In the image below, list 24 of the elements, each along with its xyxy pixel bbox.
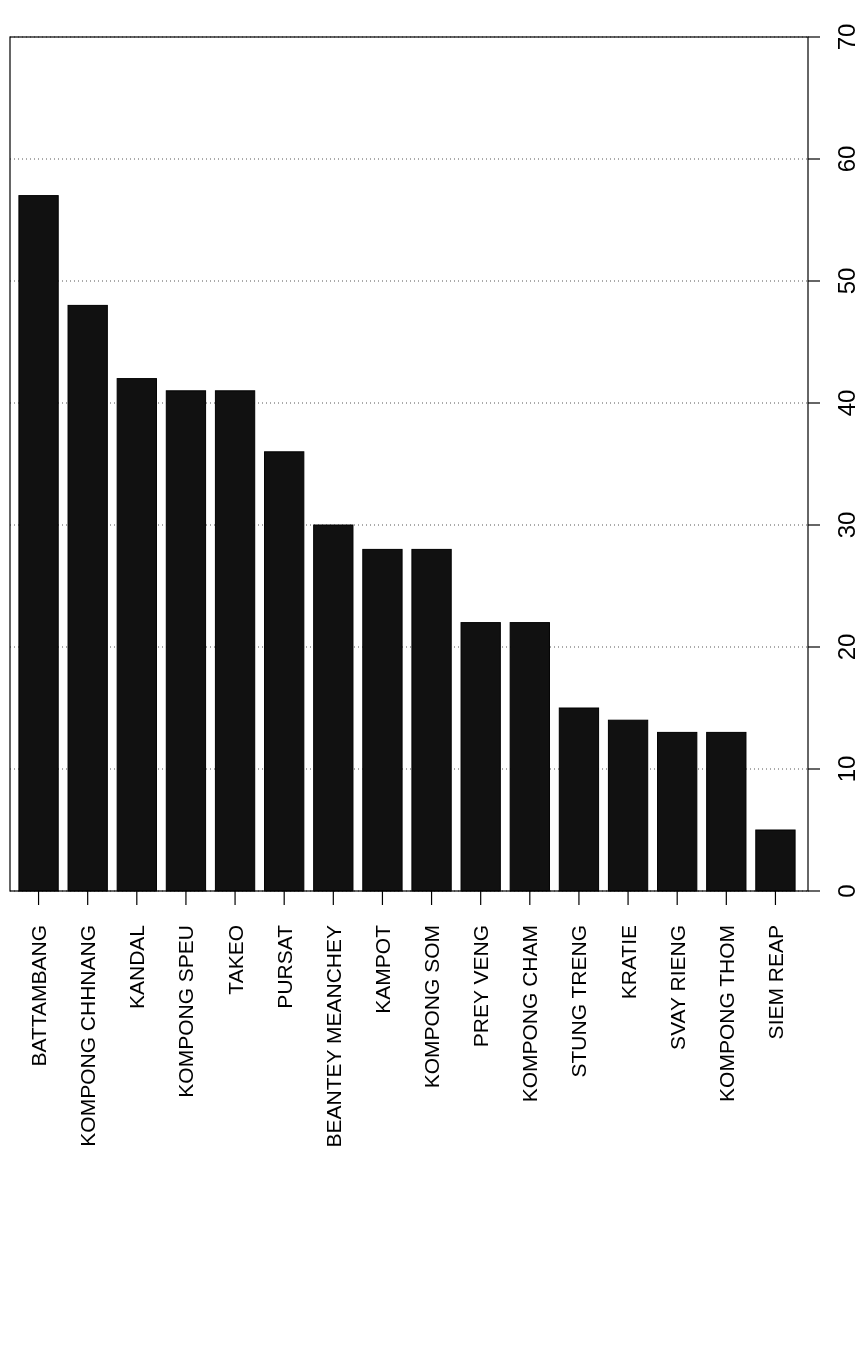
y-tick-label: 10 bbox=[832, 755, 860, 783]
y-tick-label: 20 bbox=[832, 633, 860, 661]
x-tick-label: BEANTEY MEANCHEY bbox=[321, 925, 345, 1148]
y-tick-label: 70 bbox=[832, 23, 860, 51]
x-tick-label: TAKEO bbox=[223, 925, 247, 995]
x-tick-label: BATTAMBANG bbox=[27, 925, 51, 1067]
x-tick-label: KOMPONG THOM bbox=[714, 925, 738, 1102]
x-tick-label: KOMPONG CHHNANG bbox=[76, 925, 100, 1147]
x-tick-label: SVAY RIENG bbox=[665, 925, 689, 1050]
x-tick-label: SIEM REAP bbox=[763, 925, 787, 1040]
x-tick-label: KAMPOT bbox=[370, 924, 394, 1014]
x-tick-label: KOMPONG SOM bbox=[420, 925, 444, 1089]
y-tick-label: 30 bbox=[832, 511, 860, 539]
y-tick-label: 60 bbox=[832, 145, 860, 173]
x-tick-label: KANDAL bbox=[125, 925, 149, 1010]
x-tick-label: STUNG TRENG bbox=[567, 925, 591, 1078]
x-tick-label: KRATIE bbox=[616, 925, 640, 1000]
y-tick-label: 50 bbox=[832, 267, 860, 295]
x-tick-label: KOMPONG CHAM bbox=[518, 925, 542, 1103]
x-tick-label: PURSAT bbox=[272, 924, 296, 1009]
x-tick-label: KOMPONG SPEU bbox=[174, 925, 198, 1098]
x-tick-label: PREY VENG bbox=[469, 925, 493, 1048]
y-tick-label: 0 bbox=[832, 884, 860, 898]
y-tick-label: 40 bbox=[832, 389, 860, 417]
